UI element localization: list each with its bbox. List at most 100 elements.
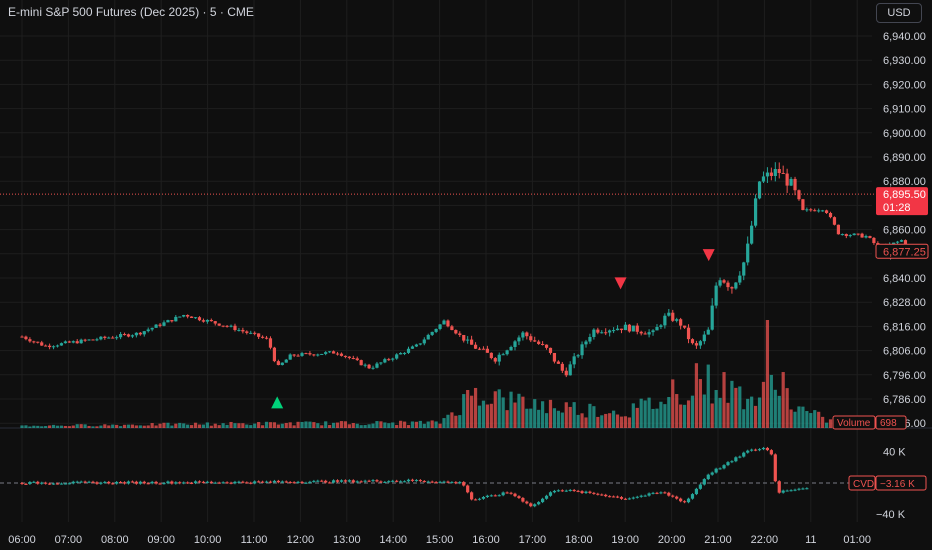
cvd-candle [383,481,387,483]
candle-body [182,314,186,317]
volume-bar [497,389,501,428]
candle-body [217,323,221,326]
candle-body [470,339,474,345]
cvd-candle [537,502,541,505]
candle-body [438,324,442,329]
cvd-candle [316,480,320,482]
candle-body [253,332,257,334]
candle-body [201,320,206,322]
candle-body [805,209,809,211]
cvd-candle [635,496,639,498]
cvd-candle [785,490,789,492]
cvd-candle [675,496,679,499]
volume-bar [399,420,403,428]
cvd-candle [213,482,217,484]
cvd-candle [505,492,509,494]
volume-label-bg [832,415,876,430]
candle-body [379,362,383,364]
volume-bar [331,422,336,428]
candle-body [48,345,52,348]
candle-body [537,341,541,344]
time-tick-label: 12:00 [287,534,315,546]
volume-bar [671,379,675,428]
candle-body [383,359,387,363]
volume-bar [158,423,162,428]
cvd-candle [347,480,351,482]
candle-body [572,356,576,365]
price-tick-label: 6,816.00 [883,321,926,333]
candle-body [773,169,777,176]
candle-body [655,326,659,331]
cvd-candle [497,495,501,497]
cvd-candle [217,482,221,484]
cvd-candle [257,481,261,483]
volume-bar [83,424,87,428]
cvd-candle [71,481,75,484]
cvd-candle [331,480,336,483]
last-price-label-bg [876,187,928,216]
cvd-candle [746,450,750,453]
cvd-candle [103,481,107,483]
volume-bar [111,424,115,428]
volume-bar [292,425,296,428]
cvd-candle [734,457,738,462]
cvd-candle [288,482,292,484]
candle-body [552,352,557,362]
volume-bar [789,409,793,428]
currency-button[interactable]: USD [876,3,922,23]
volume-bar [663,404,667,428]
sell-signal-triangle [702,249,715,262]
cvd-candle [615,496,620,498]
cvd-candle [710,472,714,475]
volume-bar [142,425,146,428]
cvd-candle [48,483,52,485]
cvd-candle [501,492,505,496]
volume-bar [710,403,714,428]
cvd-candle [292,482,296,484]
volume-bar [450,412,454,428]
volume-bar [162,422,166,428]
symbol-title[interactable]: E-mini S&P 500 Futures (Dec 2025) · 5 · … [8,5,254,19]
volume-bar [643,400,647,428]
candle-body [659,325,663,327]
candle-body [726,282,730,288]
volume-bar [249,425,253,428]
volume-bar [529,408,533,428]
volume-bar [308,421,312,428]
volume-value-bg [875,415,907,430]
candle-body [596,329,600,333]
volume-bar [777,395,781,428]
volume-bar [75,424,79,428]
volume-bar [91,426,95,428]
volume-bar [753,405,758,428]
volume-bar [59,425,64,428]
candle-body [690,339,695,344]
volume-bar [268,422,273,428]
price-tick-label: 6,786.00 [883,394,926,406]
cvd-candle [233,481,237,484]
candle-body [757,181,762,199]
volume-bar [406,425,411,428]
cvd-candle [150,481,154,484]
cvd-candle [395,480,399,482]
volume-bar [706,364,710,428]
volume-bar [584,417,588,428]
volume-bar [698,379,702,428]
cvd-candle [209,481,213,483]
candle-body [55,345,60,347]
cvd-candle [324,480,328,483]
candle-body [651,330,655,333]
candle-body [418,343,422,345]
candle-body [564,370,568,376]
candle-body [517,337,521,342]
cvd-candle [706,474,710,480]
volume-bar [260,425,265,428]
cvd-candle [36,481,40,484]
candle-body [489,352,493,359]
candle-body [296,355,300,357]
volume-bar [694,363,699,428]
volume-bar [470,395,474,428]
volume-bar [477,405,482,428]
cvd-candle [122,482,127,484]
